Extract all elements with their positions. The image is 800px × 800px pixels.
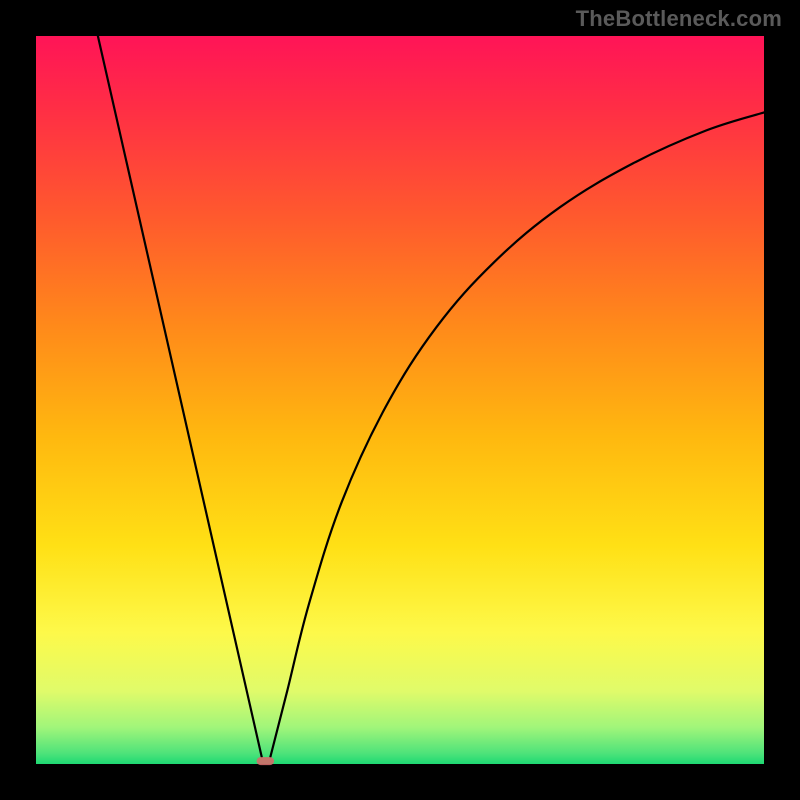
watermark-text: TheBottleneck.com [576, 6, 782, 32]
bottleneck-chart: TheBottleneck.com [0, 0, 800, 800]
gradient-dip-chart [0, 0, 800, 800]
dip-marker [257, 757, 274, 765]
